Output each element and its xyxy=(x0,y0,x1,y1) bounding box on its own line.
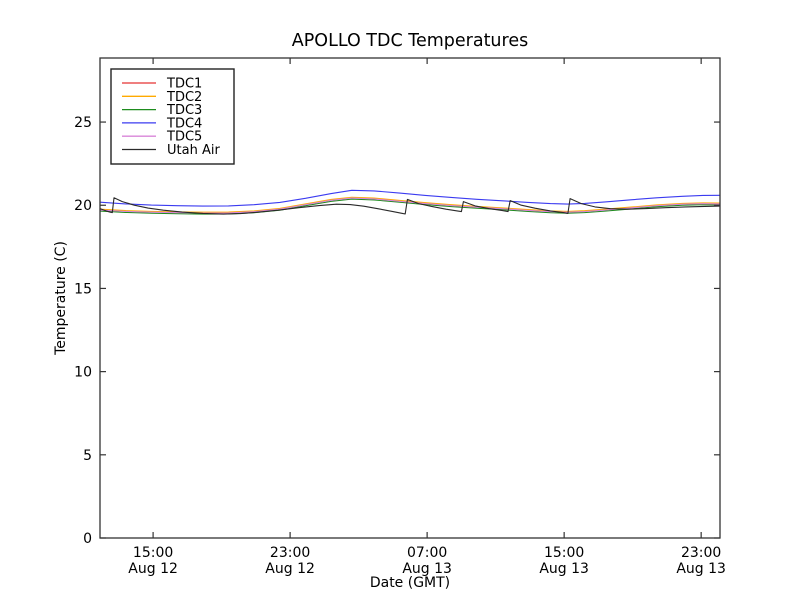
legend-label-tdc1: TDC1 xyxy=(166,77,202,92)
legend-label-tdc4: TDC4 xyxy=(166,116,202,131)
y-axis-label: Temperature (C) xyxy=(53,241,69,356)
y-tick-label: 5 xyxy=(83,448,92,464)
x-tick-label-date: Aug 13 xyxy=(539,561,589,577)
legend-label-tdc3: TDC3 xyxy=(166,103,202,118)
x-tick-label-time: 07:00 xyxy=(407,545,447,561)
x-tick-label-date: Aug 13 xyxy=(676,561,726,577)
x-tick-label-date: Aug 12 xyxy=(265,561,315,577)
x-tick-label-time: 15:00 xyxy=(133,545,173,561)
x-tick-label-date: Aug 12 xyxy=(128,561,178,577)
plot-frame xyxy=(99,57,721,539)
y-tick-label: 10 xyxy=(74,365,92,381)
series-line-utah-air xyxy=(99,197,721,215)
data-series-group xyxy=(99,189,721,215)
y-tick-label: 0 xyxy=(83,531,92,547)
legend-label-utah-air: Utah Air xyxy=(167,143,220,158)
legend-label-tdc5: TDC5 xyxy=(166,130,202,145)
x-tick-label-time: 23:00 xyxy=(681,545,721,561)
series-line-tdc4 xyxy=(99,189,721,207)
legend-box xyxy=(110,68,235,165)
y-tick-label: 15 xyxy=(74,281,92,297)
legend-label-tdc2: TDC2 xyxy=(166,90,202,105)
x-tick-label-time: 23:00 xyxy=(270,545,310,561)
x-tick-label-time: 15:00 xyxy=(544,545,584,561)
axes-spines xyxy=(99,57,721,539)
chart-title: APOLLO TDC Temperatures xyxy=(292,31,528,51)
series-line-tdc2 xyxy=(99,196,721,213)
x-tick-label-date: Aug 13 xyxy=(402,561,452,577)
y-tick-label: 20 xyxy=(74,198,92,214)
y-tick-label: 25 xyxy=(74,115,92,131)
x-axis-label: Date (GMT) xyxy=(370,575,450,591)
